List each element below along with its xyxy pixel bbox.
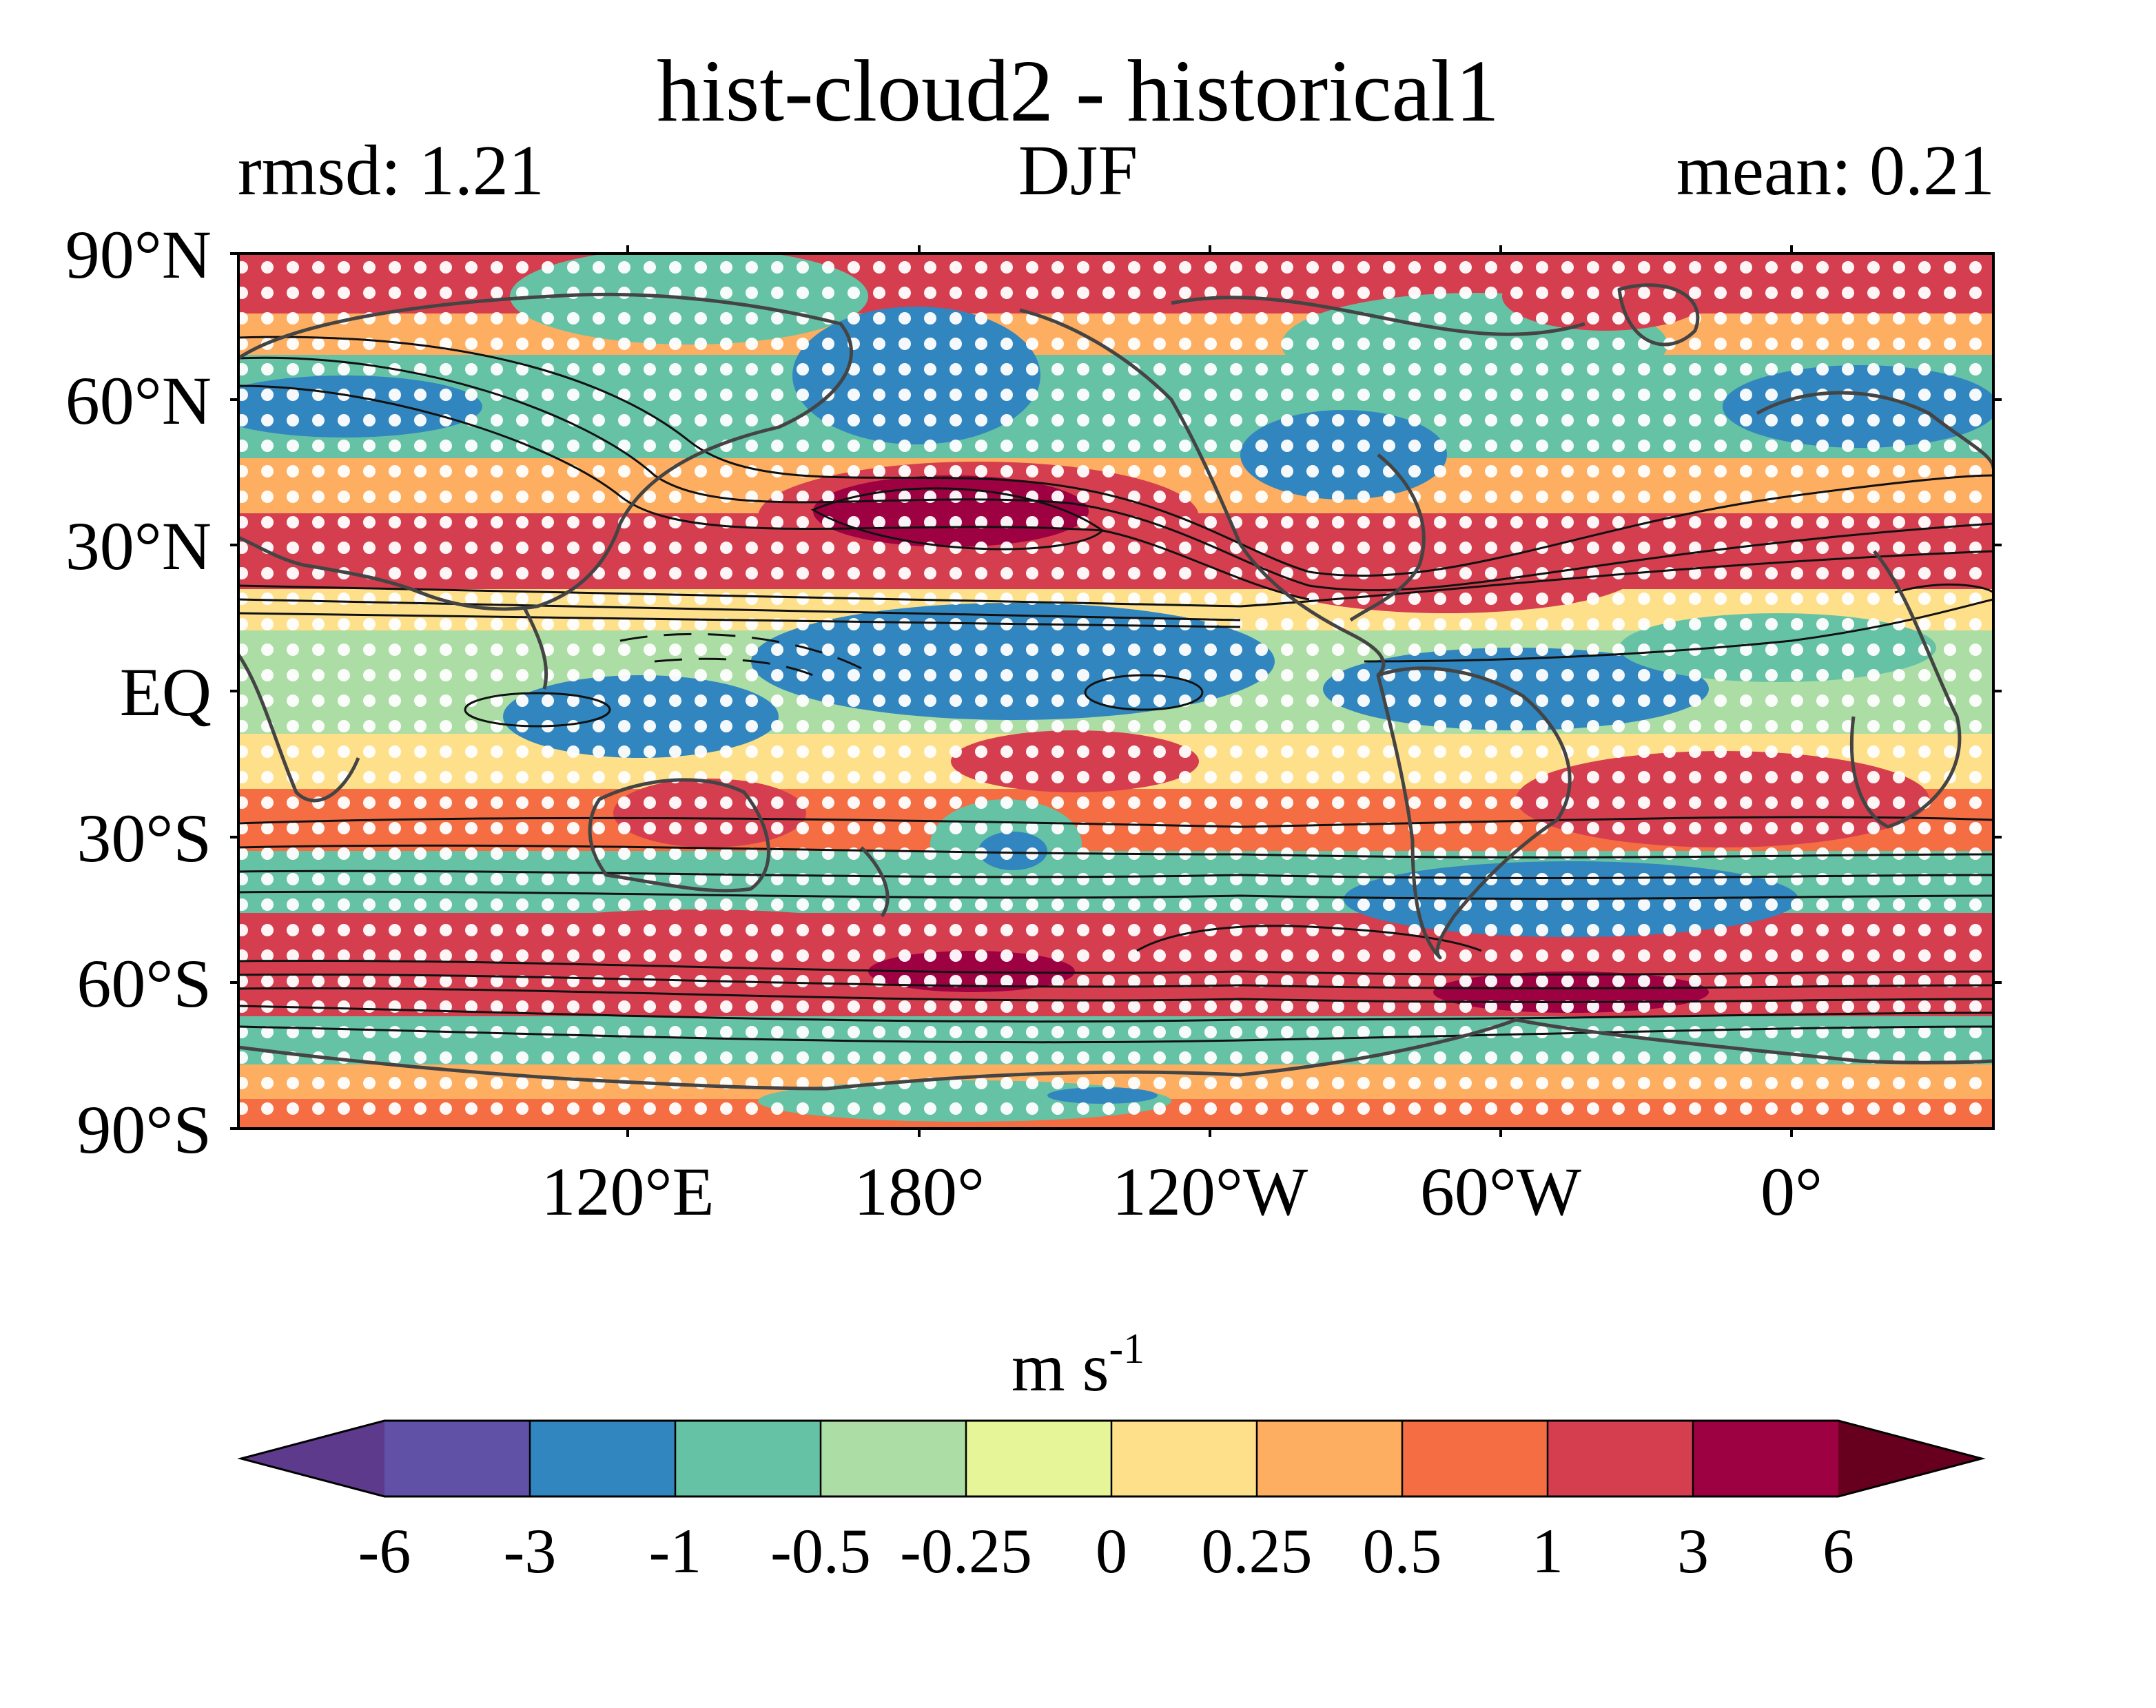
units-exponent: -1: [1109, 1326, 1145, 1372]
lon-tick-label: 120°E: [541, 1153, 715, 1230]
colorbar: [237, 1419, 1986, 1498]
colorbar-tick-label: 0.25: [1201, 1516, 1313, 1586]
lat-tick-label: 30°N: [65, 508, 212, 584]
lat-tick-label: 90°N: [65, 216, 212, 293]
colorbar-tick-label: 1: [1532, 1516, 1563, 1586]
south-america-coastline: [1376, 666, 1572, 960]
antarctica-coastline: [238, 1045, 828, 1091]
colorbar-segment: [1111, 1421, 1257, 1496]
lon-tick-label: 0°: [1760, 1153, 1823, 1230]
australia-coastline: [588, 778, 770, 893]
colorbar-segment: [1548, 1421, 1693, 1496]
lon-tick-label: 120°W: [1111, 1153, 1308, 1230]
colorbar-extend-low: [241, 1421, 384, 1496]
rmsd-label: rmsd: 1.21: [238, 131, 544, 210]
colorbar-segment: [1402, 1421, 1548, 1496]
colorbar-tick-label: 3: [1677, 1516, 1709, 1586]
lat-tick-label: 90°S: [76, 1091, 212, 1168]
africa-coastline: [238, 653, 360, 803]
africa-east-coastline: [1850, 550, 1962, 829]
lon-tick-label: 60°W: [1419, 1153, 1582, 1230]
colorbar-tick-label: -0.25: [900, 1516, 1032, 1586]
map-field: [238, 254, 1993, 1129]
lat-tick-label: EQ: [119, 654, 212, 730]
climatology-contours: [238, 336, 1993, 1044]
eurasia-coastline: [238, 292, 853, 611]
stippling: [238, 254, 1993, 1129]
colorbar-segment: [1693, 1421, 1838, 1496]
colorbar-tick-label: -0.5: [770, 1516, 871, 1586]
lat-tick-label: 30°S: [76, 800, 212, 876]
arctic-canada-coastline: [1171, 296, 1585, 336]
map-title: hist-cloud2 - historical1: [657, 42, 1499, 140]
colorbar-segment: [966, 1421, 1111, 1496]
season-label: DJF: [1018, 131, 1138, 210]
colorbar-segment: [384, 1421, 530, 1496]
colorbar-tick-label: 0: [1096, 1516, 1127, 1586]
north-america-west-coastline: [1019, 308, 1386, 677]
indochina-coastline: [522, 605, 548, 690]
lon-tick-label: 180°: [854, 1153, 985, 1230]
colorbar-segment: [1257, 1421, 1402, 1496]
colorbar-units: m s-1: [0, 1328, 2156, 1402]
antarctica-coastline: [826, 1018, 1993, 1091]
colorbar-segment: [675, 1421, 821, 1496]
units-base: m s: [1011, 1329, 1109, 1406]
colorbar-segment: [821, 1421, 966, 1496]
axis-ticks: [230, 245, 2002, 1137]
colorbar-tick-label: -3: [503, 1516, 557, 1586]
colorbar-tick-label: 0.5: [1362, 1516, 1442, 1586]
colorbar-tick-label: -1: [648, 1516, 702, 1586]
coastlines: [238, 283, 1993, 1091]
greenland-coastline: [1617, 283, 1700, 347]
colorbar-tick-label: -6: [358, 1516, 411, 1586]
colorbar-segment: [530, 1421, 675, 1496]
europe-coastline: [1756, 391, 1993, 469]
north-america-east-coastline: [1349, 453, 1426, 622]
mean-label: mean: 0.21: [1676, 131, 1995, 210]
lat-tick-label: 60°S: [76, 945, 212, 1022]
new-zealand-coastline: [860, 846, 890, 918]
colorbar-extend-high: [1838, 1421, 1982, 1496]
lat-tick-label: 60°N: [65, 362, 212, 439]
colorbar-tick-label: 6: [1823, 1516, 1854, 1586]
